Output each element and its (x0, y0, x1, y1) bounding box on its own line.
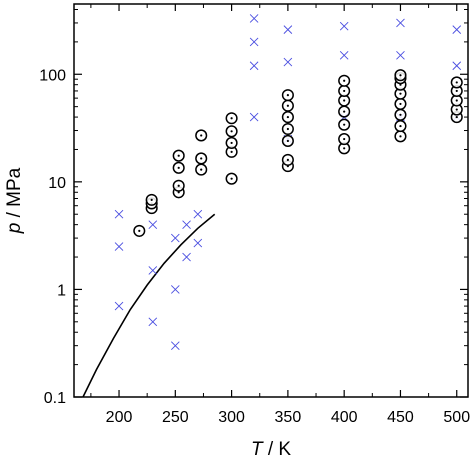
cross-point (170, 341, 180, 350)
circle-point (195, 152, 208, 165)
circle-point (281, 99, 294, 112)
circle-point (172, 161, 185, 174)
circle-point (338, 118, 351, 131)
x-tick-label: 300 (218, 409, 245, 426)
x-tick-label: 350 (275, 409, 302, 426)
y-axis-unit: / MPa (4, 167, 25, 222)
x-tick-label: 400 (331, 409, 358, 426)
cross-point (396, 18, 405, 28)
cross-point (148, 266, 158, 275)
circle-point (394, 130, 407, 143)
circle-point (281, 153, 294, 166)
circle-point (338, 132, 351, 146)
cross-point (249, 61, 259, 71)
y-tick-label: 100 (39, 67, 66, 84)
circle-point (195, 163, 208, 176)
circle-point (225, 125, 238, 138)
cross-point (114, 209, 124, 219)
y-tick-label: 0.1 (44, 390, 66, 407)
cross-point (182, 220, 191, 229)
cross-point (148, 220, 158, 229)
circle-point (172, 179, 185, 192)
saturation-curve-layer (82, 213, 216, 398)
circle-point (133, 224, 146, 237)
circle-point (450, 76, 463, 89)
cross-point (396, 51, 405, 60)
circle-point (172, 149, 185, 162)
circle-point (225, 136, 238, 149)
x-axis-label: T / K (251, 439, 291, 460)
circle-point (225, 112, 238, 125)
circle-point (281, 111, 294, 124)
cross-point (339, 21, 349, 31)
cross-point (339, 51, 349, 60)
circle-point (145, 193, 158, 206)
cross-point (452, 25, 462, 34)
y-tick-label: 1 (57, 282, 66, 299)
circle-point (281, 122, 294, 136)
saturation-curve (82, 213, 216, 398)
cross-point (114, 301, 124, 311)
x-axis-unit: / K (263, 439, 292, 460)
circle-point (195, 129, 208, 142)
cross-point (148, 317, 158, 327)
circle-point (338, 105, 351, 118)
circle-point (338, 84, 351, 97)
cross-point (170, 285, 180, 294)
cross-point (193, 238, 203, 248)
plot-frame (73, 3, 469, 398)
circle-series-layer (133, 69, 463, 237)
y-tick-label: 10 (48, 175, 66, 192)
x-tick-label: 500 (443, 409, 470, 426)
circle-point (281, 134, 294, 147)
cross-series-layer (114, 14, 462, 350)
cross-point (283, 57, 293, 67)
cross-point (249, 37, 259, 47)
y-axis-label: p / MPa (4, 167, 25, 234)
tick-layer: 200 250 300 350 400 450 500 0.1 1 10 100 (39, 4, 470, 426)
circle-point (394, 108, 407, 121)
x-tick-label: 450 (387, 409, 414, 426)
cross-point (182, 252, 191, 262)
y-axis-symbol: p (4, 223, 25, 235)
circle-point (338, 74, 351, 87)
cross-point (193, 209, 203, 219)
circle-point (338, 142, 351, 155)
cross-point (283, 25, 293, 34)
cross-point (170, 233, 180, 243)
circle-point (394, 120, 407, 133)
circle-point (394, 97, 407, 110)
cross-point (249, 14, 259, 23)
cross-point (452, 61, 462, 71)
x-tick-label: 200 (106, 409, 133, 426)
x-axis-symbol: T (251, 439, 264, 460)
circle-point (394, 69, 407, 82)
circle-point (225, 172, 238, 185)
x-tick-label: 250 (162, 409, 189, 426)
cross-point (249, 112, 259, 122)
circle-point (281, 89, 294, 102)
cross-point (114, 242, 124, 251)
